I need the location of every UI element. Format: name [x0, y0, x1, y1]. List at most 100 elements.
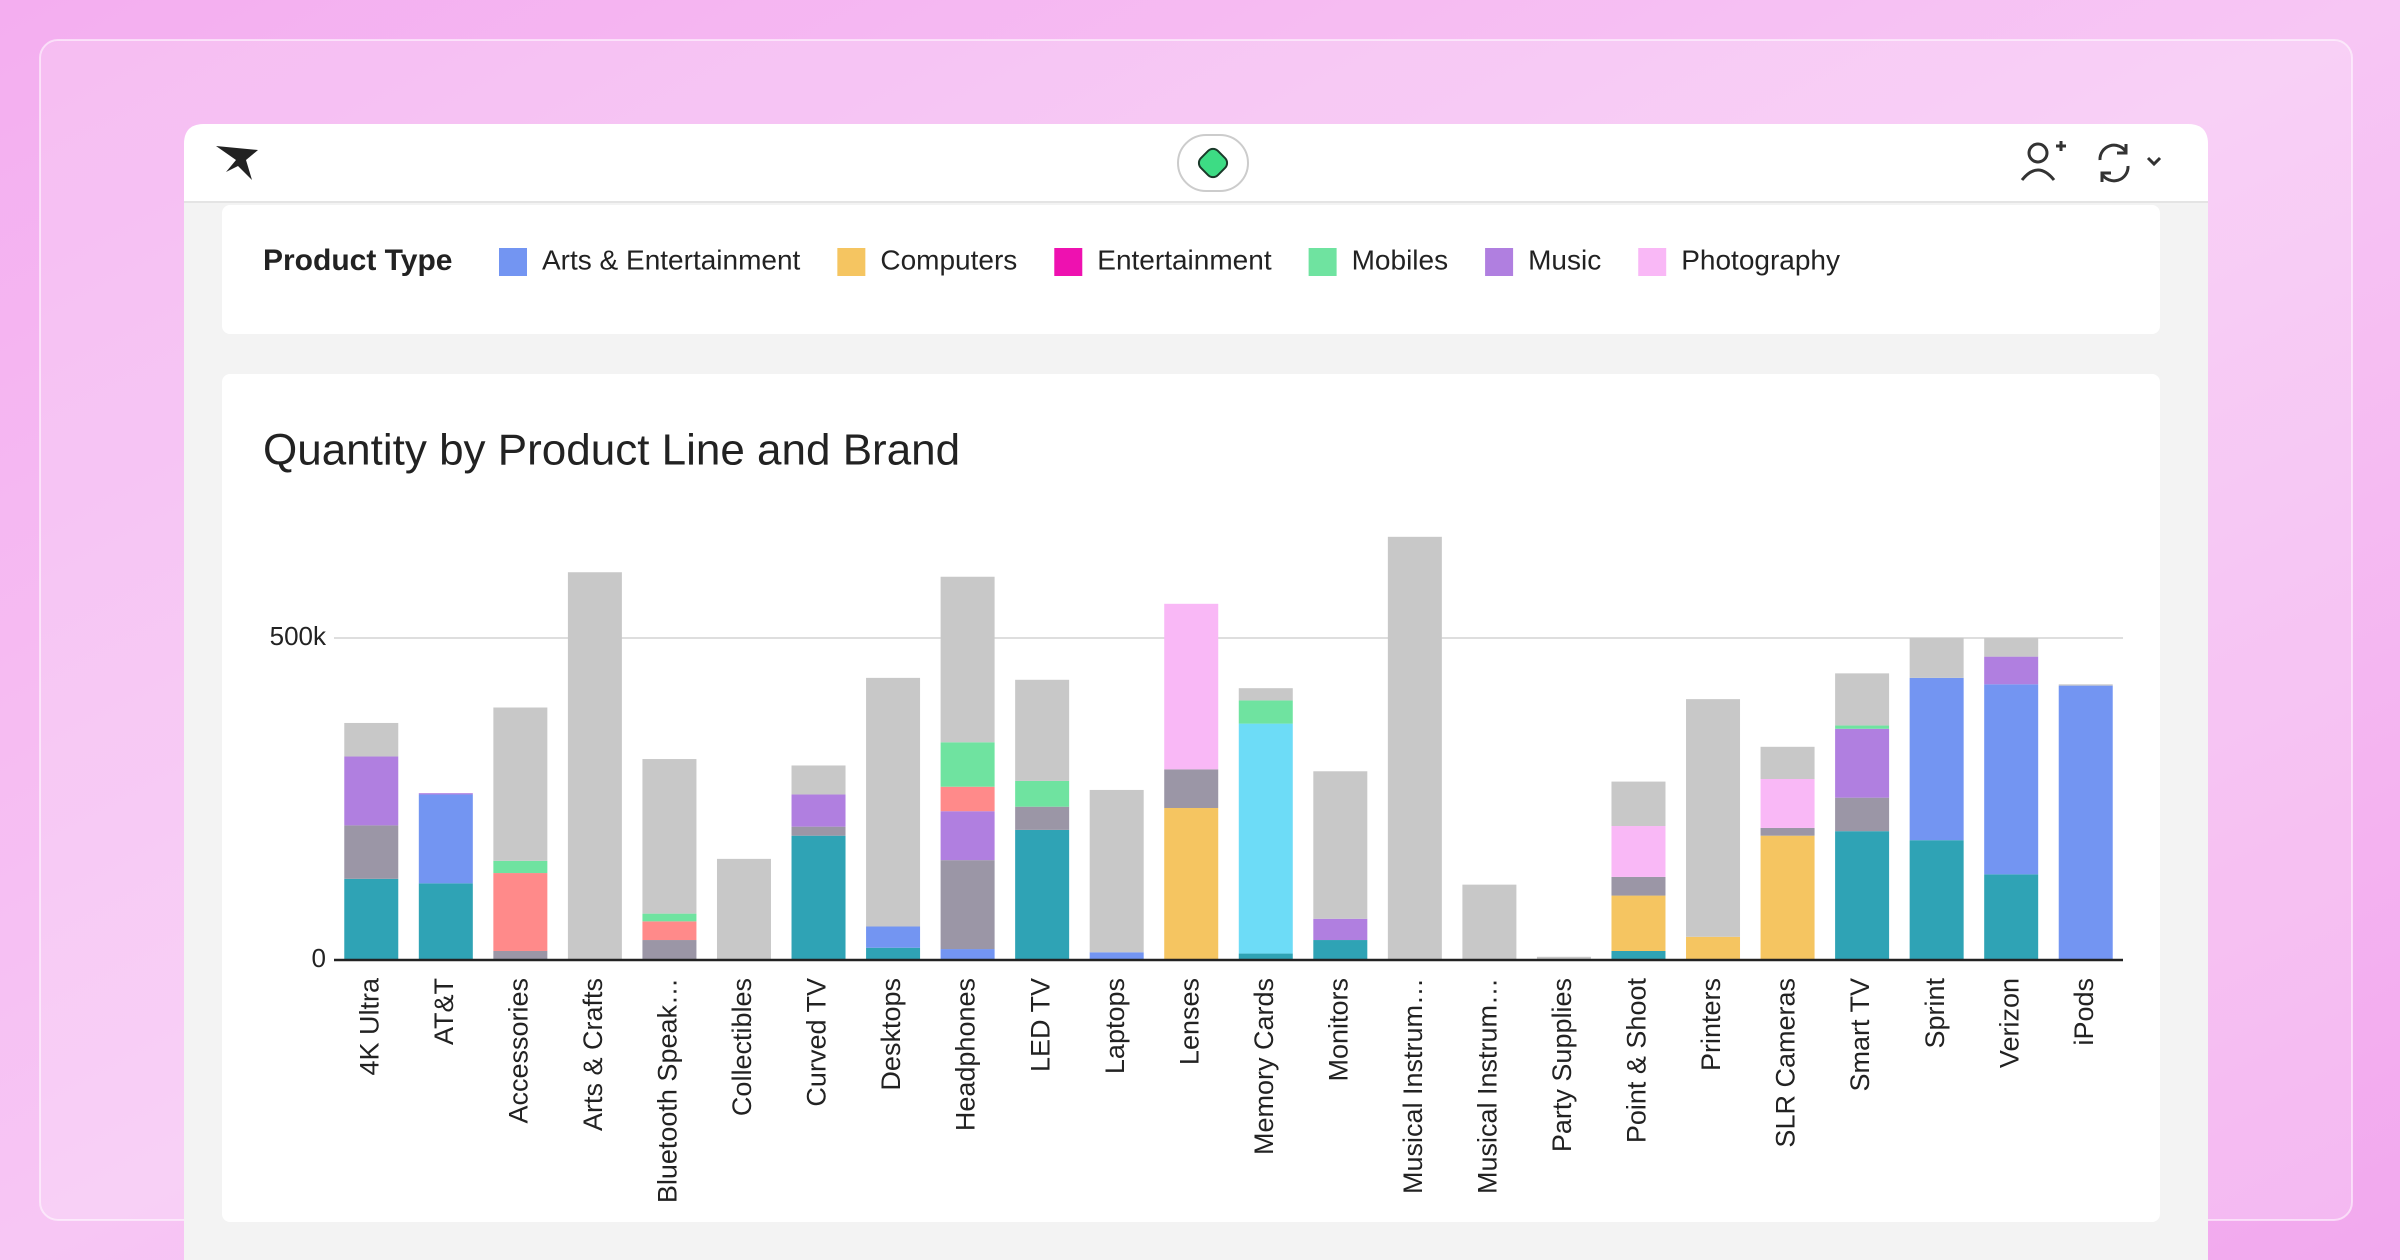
bar-segment — [866, 926, 921, 948]
bar-segment — [493, 860, 548, 874]
bar-segment — [1238, 700, 1293, 724]
y-tick-label: 500k — [270, 621, 327, 651]
bar-segment — [1238, 953, 1293, 960]
bar-segment — [567, 572, 622, 960]
bar-segment — [791, 835, 846, 960]
x-tick-label: Laptops — [1100, 978, 1130, 1074]
x-tick-label: Monitors — [1323, 978, 1353, 1082]
legend-label: Arts & Entertainment — [542, 244, 801, 275]
bar-segment — [1760, 779, 1815, 828]
bar-segment — [1760, 746, 1815, 780]
bar-segment — [1686, 936, 1741, 960]
bar-segment — [1984, 874, 2039, 960]
legend-label: Music — [1528, 244, 1601, 275]
bar-segment — [1909, 637, 1964, 678]
bar-segment — [344, 825, 399, 879]
bar-segment — [1313, 771, 1368, 919]
bar-segment — [1238, 688, 1293, 701]
bar-segment — [642, 921, 697, 941]
bar-segment — [1611, 950, 1666, 960]
x-tick-label: Arts & Crafts — [578, 978, 608, 1131]
legend-card — [222, 205, 2160, 334]
bar-segment — [716, 858, 771, 960]
bar-segment — [1611, 826, 1666, 877]
bar-segment — [940, 949, 995, 960]
bar-segment — [418, 793, 473, 795]
bar-segment — [2058, 685, 2113, 960]
bar-segment — [344, 722, 399, 757]
logo[interactable] — [216, 146, 258, 180]
bar-segment — [418, 794, 473, 884]
bar-segment — [1164, 807, 1219, 960]
bar-segment — [642, 940, 697, 960]
bar-segment — [1313, 940, 1368, 960]
bar-segment — [344, 878, 399, 960]
legend-swatch — [1308, 248, 1337, 276]
legend-label: Mobiles — [1352, 244, 1448, 275]
bar-segment — [1760, 835, 1815, 960]
x-tick-label: Sprint — [1920, 978, 1950, 1049]
bar-segment — [1835, 797, 1890, 832]
x-tick-label: Headphones — [951, 978, 981, 1131]
refresh-icon[interactable] — [2098, 143, 2162, 183]
bar-segment — [1164, 769, 1219, 808]
x-tick-label: AT&T — [429, 978, 459, 1045]
bar-segment — [1462, 884, 1517, 960]
bar-segment — [940, 860, 995, 950]
bar-segment — [1835, 831, 1890, 960]
bar-segment — [940, 811, 995, 861]
bar-segment — [1089, 952, 1144, 960]
bar-segment — [866, 677, 921, 927]
bar-segment — [1015, 829, 1070, 960]
bar-segment — [493, 707, 548, 861]
plot: 0 500k 4K Ultra AT&T Accessories Arts & Craft… — [270, 536, 2123, 1203]
bar-segment — [1835, 725, 1890, 729]
bar-segment — [1313, 918, 1368, 941]
bar-segment — [418, 883, 473, 960]
user-add-icon[interactable] — [2020, 141, 2066, 181]
bar-segment — [1909, 677, 1964, 841]
app-icon — [1197, 147, 1229, 179]
x-tick-label: Printers — [1696, 978, 1726, 1071]
bar-segment — [1015, 679, 1070, 781]
bar-segment — [1984, 637, 2039, 657]
legend-label: Photography — [1681, 244, 1840, 275]
bar-segment — [1089, 789, 1144, 953]
x-tick-label: Party Supplies — [1547, 978, 1577, 1152]
x-tick-label: Smart TV — [1845, 978, 1875, 1092]
x-tick-label: Desktops — [876, 978, 906, 1091]
legend-title: Product Type — [263, 244, 452, 277]
bar-segment — [1387, 536, 1442, 960]
bar-segment — [866, 947, 921, 960]
bar-segment — [1984, 656, 2039, 685]
legend: Arts & Entertainment Computers Entertainme… — [499, 244, 1840, 276]
bar-segment — [1760, 827, 1815, 836]
bar-segment — [493, 950, 548, 960]
x-tick-label: Verizon — [1994, 978, 2024, 1068]
legend-swatch — [1485, 248, 1514, 276]
bar-segment — [344, 756, 399, 826]
x-tick-label: Musical Instrum… — [1473, 978, 1503, 1194]
bar-segment — [1536, 956, 1591, 960]
bar-segment — [940, 576, 995, 743]
x-tick-label: 4K Ultra — [354, 977, 384, 1076]
x-tick-label: Accessories — [503, 978, 533, 1124]
bar-segment — [1984, 684, 2039, 875]
bar-segment — [791, 765, 846, 795]
legend-label: Computers — [880, 244, 1017, 275]
bar-segment — [1835, 728, 1890, 798]
chart-title: Quantity by Product Line and Brand — [263, 426, 960, 475]
bar-segment — [1164, 603, 1219, 770]
bar-segment — [1686, 699, 1741, 937]
x-tick-label: Memory Cards — [1249, 978, 1279, 1155]
bar-segment — [1909, 840, 1964, 960]
legend-label: Entertainment — [1097, 244, 1272, 275]
bar-segment — [642, 913, 697, 922]
legend-swatch — [1054, 248, 1083, 276]
bar-segment — [493, 873, 548, 951]
x-tick-label: SLR Cameras — [1771, 978, 1801, 1148]
bar-segment — [1835, 673, 1890, 726]
x-tick-label: Collectibles — [727, 978, 757, 1116]
x-tick-label: LED TV — [1025, 978, 1055, 1072]
